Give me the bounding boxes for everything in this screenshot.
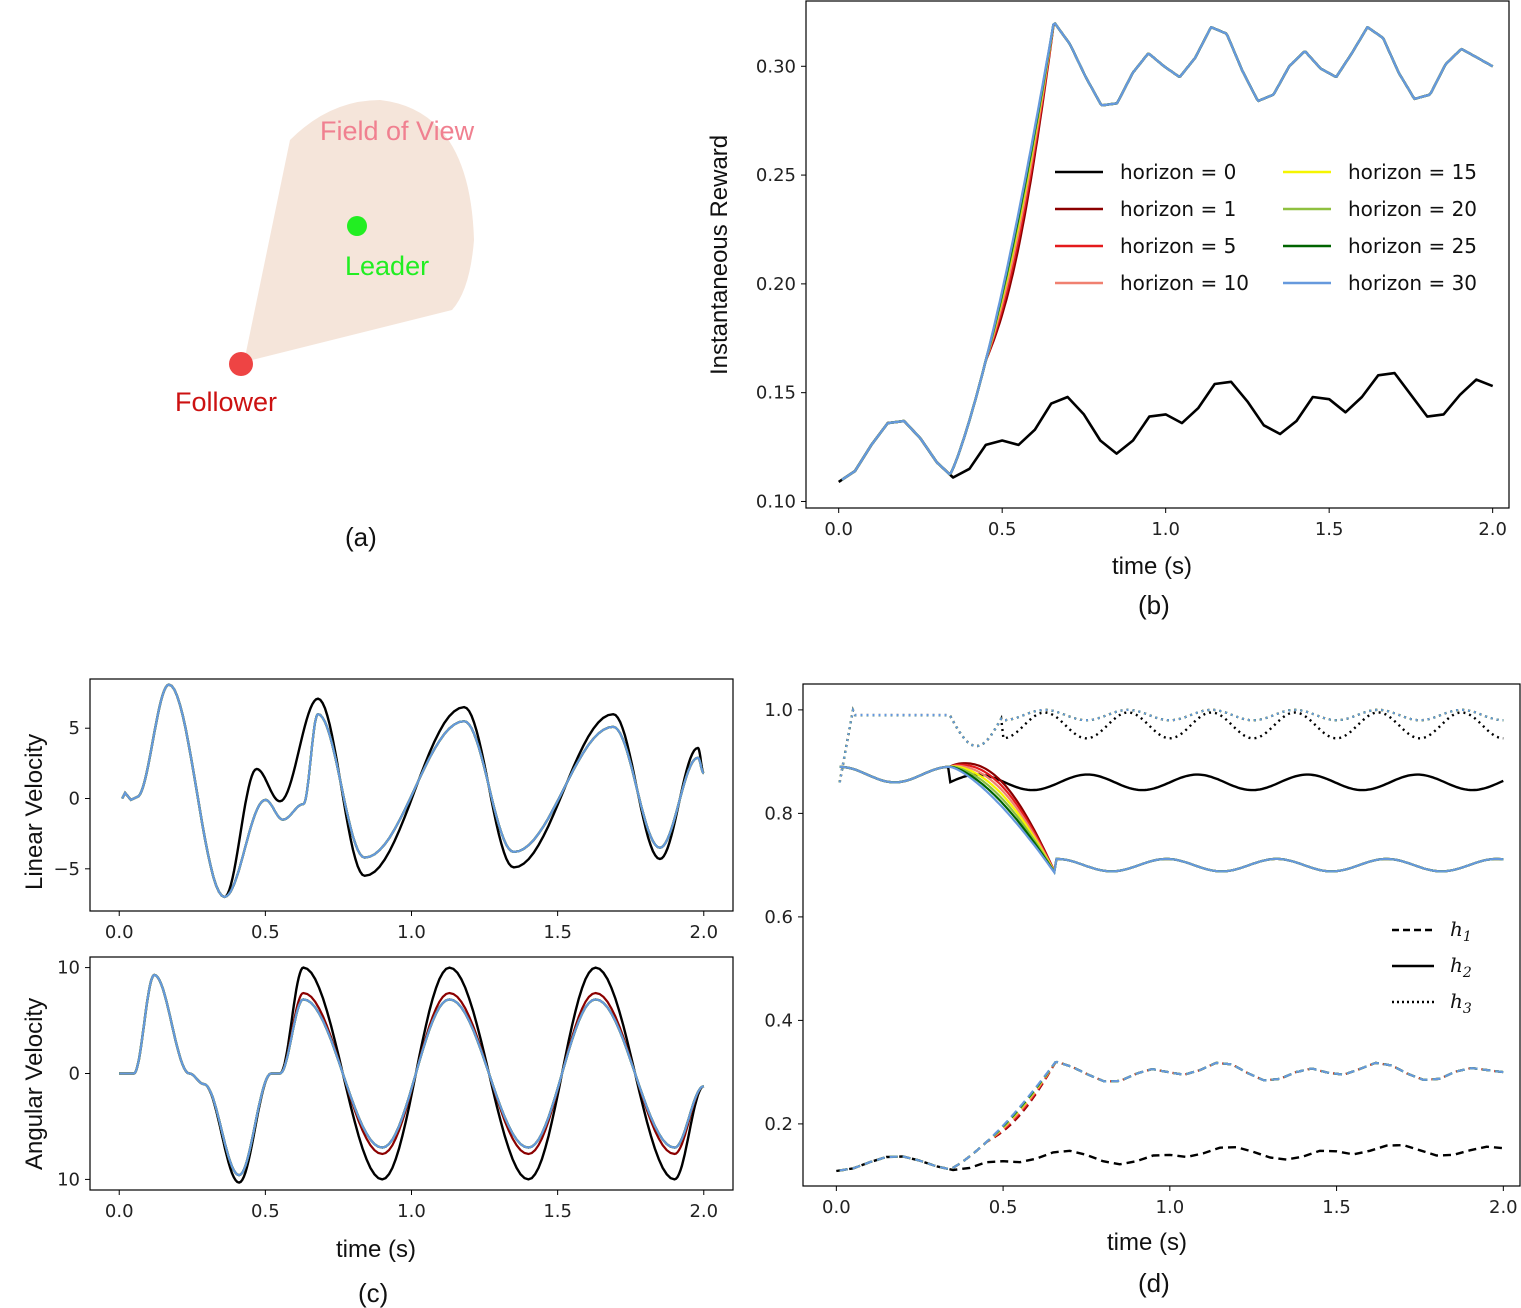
legend-label-h25: horizon = 25 [1348,234,1477,258]
h3-h25 [838,706,1504,783]
panel-c2-xtick-label: 0.5 [251,1201,280,1222]
legend-label-h0: horizon = 0 [1120,160,1236,184]
panel-d-legend: h1 h2 h3 [1392,917,1472,1017]
panel-c1-xtick-label: 1.0 [397,922,426,943]
panel-d-ytick-label: 0.8 [764,803,793,824]
panel-b-xtick-label: 1.0 [1151,519,1180,540]
angular-velocity-h20 [119,973,705,1177]
h2-h1 [839,762,1504,875]
panel-c2-ylabel: Angular Velocity [21,998,48,1170]
angular-velocity-h5 [119,973,705,1177]
panel-d-xtick-label: 1.0 [1156,1197,1185,1218]
panel-a-diagram: Field of View Leader Follower [175,100,475,417]
h3-h30 [838,706,1504,783]
panel-b-xtick-label: 0.5 [988,519,1017,540]
follower-marker [229,352,253,376]
panel-b-ytick-label: 0.15 [756,383,796,404]
follower-label: Follower [175,387,277,417]
angular-velocity-h15 [119,973,705,1177]
panel-d-xtick-label: 0.0 [822,1197,851,1218]
panel-b-xtick-label: 1.5 [1315,519,1344,540]
panel-b-ytick-label: 0.30 [756,56,796,77]
panel-b-xtick-label: 2.0 [1478,519,1507,540]
caption-c: (c) [358,1278,388,1308]
panel-c-linear-chart: 0.0 0.5 1.0 1.5 2.0 −5 0 5 Linear Velocity [21,678,734,943]
h3-h10 [838,706,1504,783]
panel-c2-ytick-label: 0 [69,1064,80,1085]
panel-c2-ytick-label: 10 [57,1169,80,1190]
legend-label-h3: h3 [1450,989,1472,1017]
h3-h15 [838,706,1504,783]
panel-d-frame [802,683,1521,1187]
panel-d-xtick-label: 2.0 [1489,1197,1518,1218]
h2-h30 [839,765,1504,876]
panel-c1-ylabel: Linear Velocity [21,734,48,890]
angular-velocity-h1 [119,973,705,1177]
panel-c2-xtick-label: 2.0 [689,1201,718,1222]
panel-d-ytick-label: 0.4 [764,1010,793,1031]
panel-d-ytick-label: 0.2 [764,1114,793,1135]
h3-h20 [838,706,1504,783]
angular-velocity-h25 [119,973,705,1177]
legend-label-h1: h1 [1450,917,1472,945]
panel-b-xlabel: time (s) [1112,553,1192,580]
panel-b-ylabel: Instantaneous Reward [706,135,733,375]
angular-velocity-h30 [119,973,705,1177]
leader-marker [347,216,367,236]
legend-label-h10: horizon = 10 [1120,271,1249,295]
panel-c1-xtick-label: 2.0 [689,922,718,943]
panel-d-xlabel: time (s) [1107,1229,1187,1256]
caption-b: (b) [1138,590,1170,620]
h2-horizon-0 [839,765,1504,792]
legend-label-h20: horizon = 20 [1348,197,1477,221]
h3-h5 [838,706,1504,783]
panel-c2-frame [89,956,734,1191]
panel-c2-xtick-label: 1.5 [543,1201,572,1222]
panel-d-ytick-label: 0.6 [764,907,793,928]
panel-c1-ytick-label: 5 [69,718,80,739]
panel-b-ytick-label: 0.20 [756,274,796,295]
leader-label: Leader [345,251,429,281]
panel-b-ytick-label: 0.25 [756,165,796,186]
panel-c2-xtick-label: 1.0 [397,1201,426,1222]
panel-c1-ytick-label: 0 [69,789,80,810]
panel-d-xtick-label: 1.5 [1322,1197,1351,1218]
panel-d-ytick-label: 1.0 [764,700,793,721]
angular-velocity-horizon-0 [119,966,705,1184]
legend-label-h2: h2 [1450,953,1472,981]
panel-c1-xtick-label: 0.0 [105,922,134,943]
legend-label-h30: horizon = 30 [1348,271,1477,295]
series-h30 [841,22,1494,481]
panel-c-xlabel: time (s) [336,1236,416,1263]
legend-label-h5: horizon = 5 [1120,234,1236,258]
h1-horizon-0 [836,1143,1504,1173]
panel-c1-xtick-label: 0.5 [251,922,280,943]
panel-c2-xtick-label: 0.0 [105,1201,134,1222]
series-horizon-0 [837,371,1494,483]
h3-horizon-0 [838,706,1504,783]
fov-label: Field of View [320,116,475,146]
panel-c-angular-chart: 0.0 0.5 1.0 1.5 2.0 10 0 10 Angular Velocity [21,956,734,1222]
panel-d-chart: 0.0 0.5 1.0 1.5 2.0 0.2 0.4 0.6 0.8 1.0 h1 h2 h3 ti… [764,683,1521,1256]
angular-velocity-h10 [119,973,705,1177]
panel-b-frame [805,0,1510,509]
legend-label-h1: horizon = 1 [1120,197,1236,221]
panel-c2-ytick-label: 10 [57,958,80,979]
panel-d-xtick-label: 0.5 [989,1197,1018,1218]
caption-d: (d) [1138,1268,1170,1298]
panel-b-chart: 0.0 0.5 1.0 1.5 2.0 0.10 0.15 0.20 0.25 0.30 time… [706,0,1510,580]
panel-b-xtick-label: 0.0 [824,519,853,540]
linear-velocity-h30 [121,683,705,899]
panel-c1-xtick-label: 1.5 [543,922,572,943]
panel-b-ytick-label: 0.10 [756,491,796,512]
panel-b-legend: horizon = 0 horizon = 1 horizon = 5 horizon… [1055,160,1477,295]
legend-label-h15: horizon = 15 [1348,160,1477,184]
caption-a: (a) [345,522,377,552]
h3-h1 [838,706,1504,783]
panel-c1-ytick-label: −5 [53,859,80,880]
